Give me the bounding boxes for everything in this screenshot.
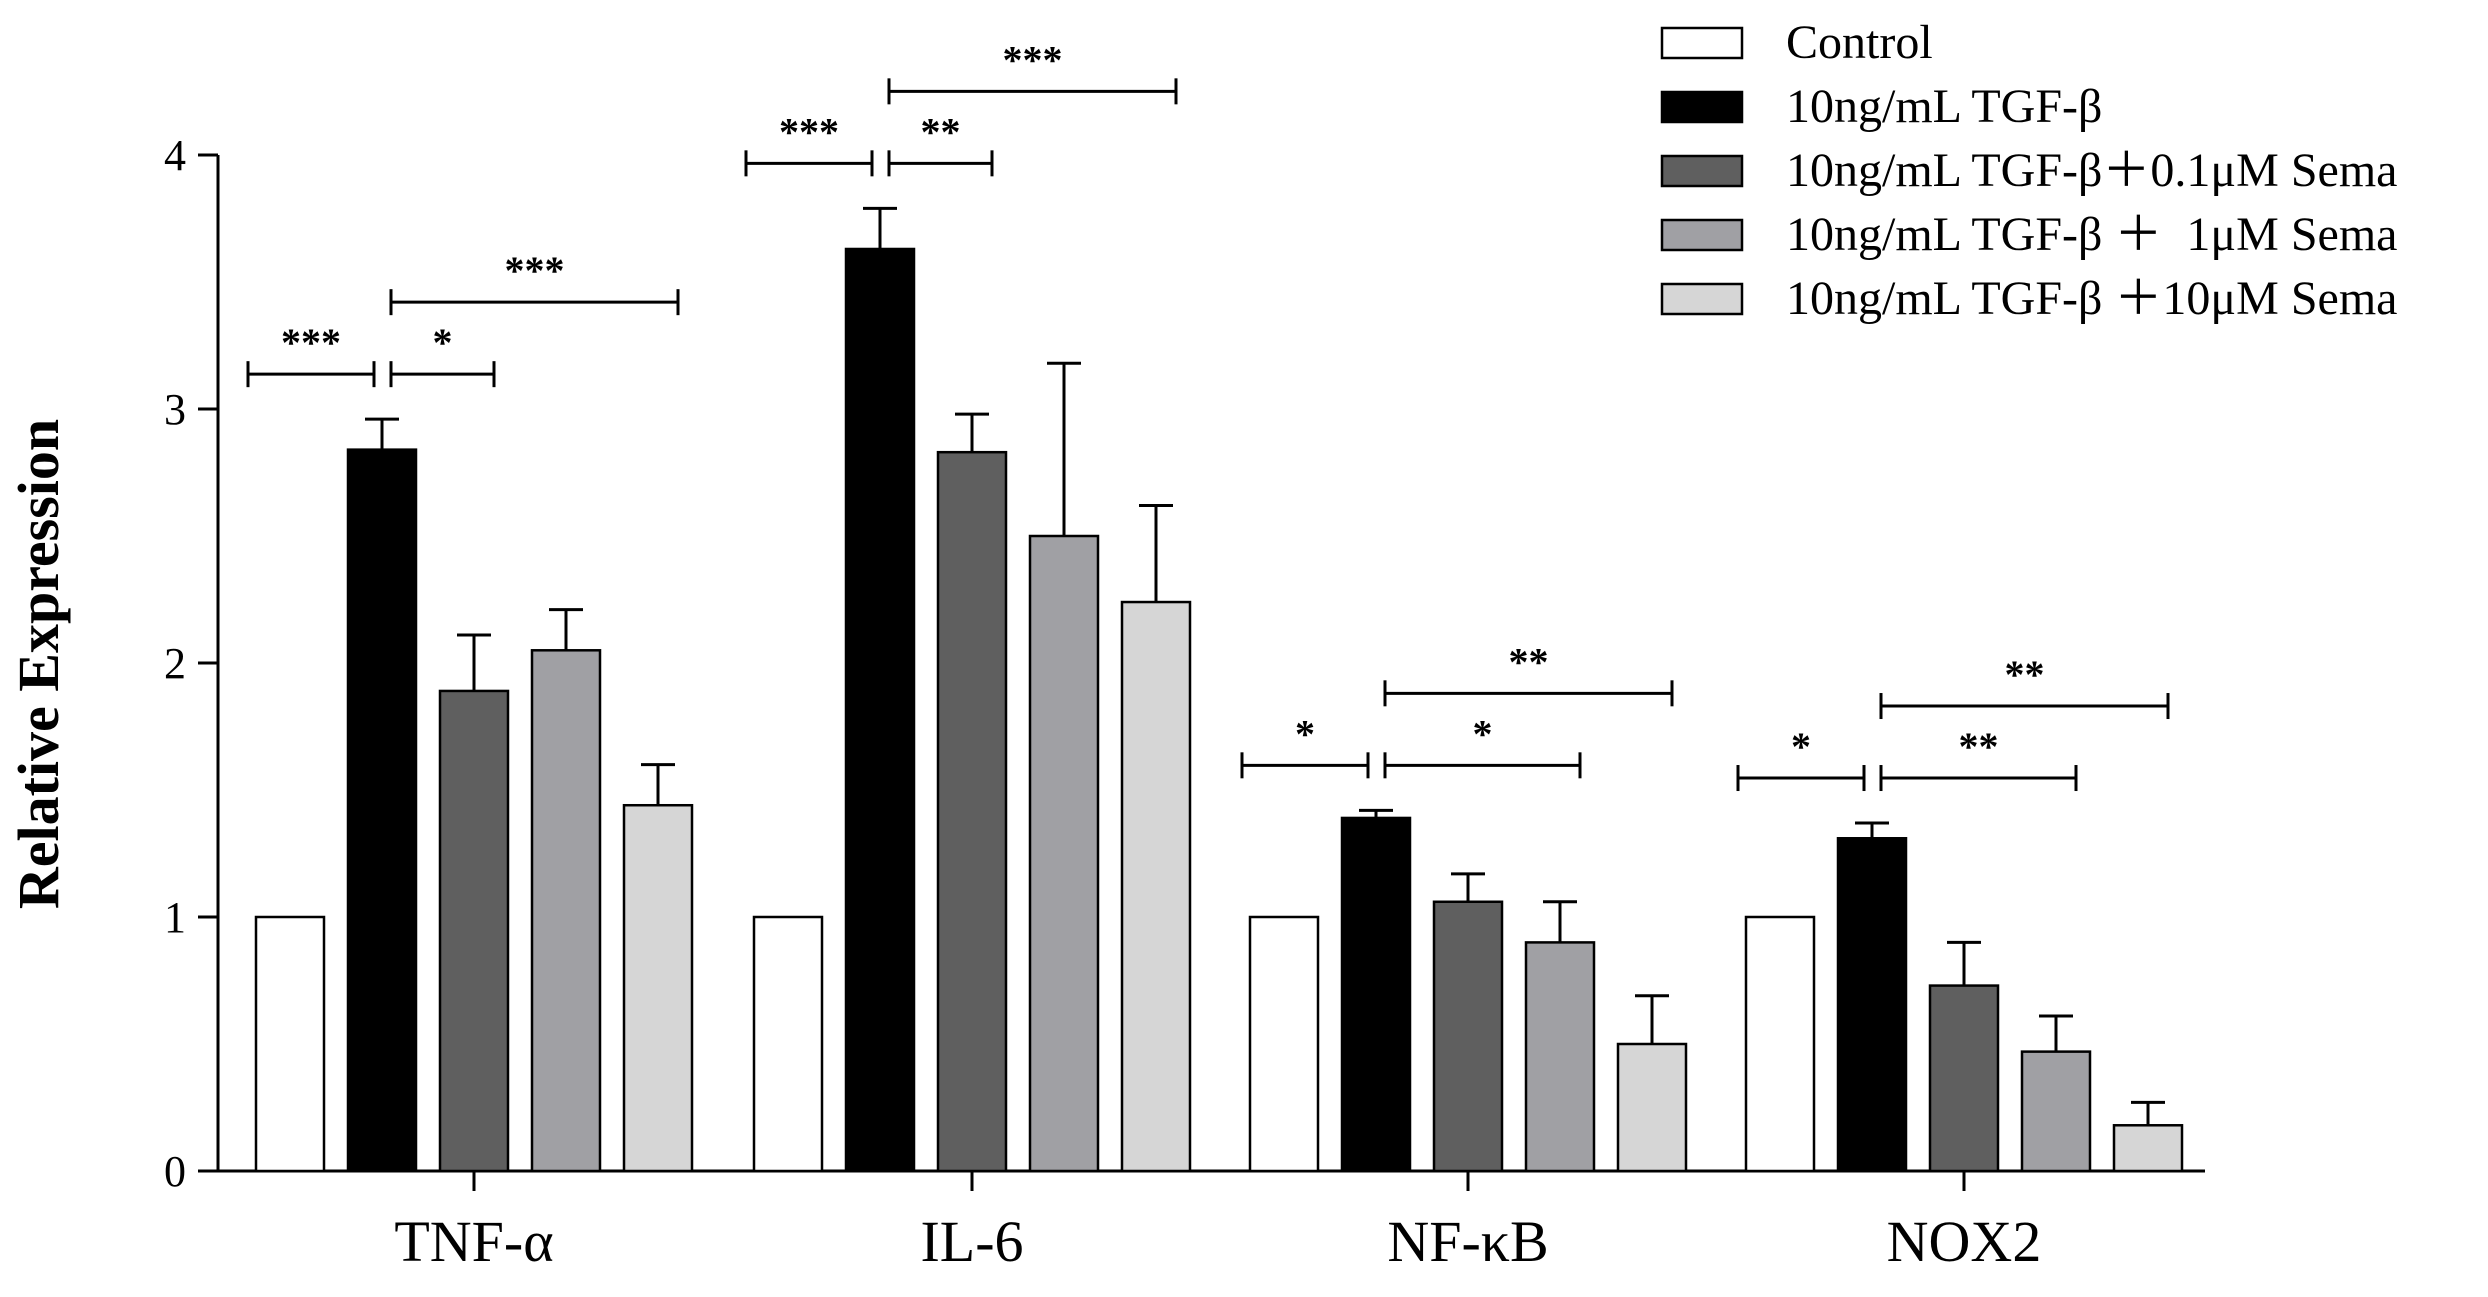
bar: [1248, 915, 1320, 1173]
legend-swatch: [1660, 154, 1744, 188]
y-tick-label: 3: [164, 385, 186, 434]
error-bars: [365, 206, 2165, 1126]
legend-swatch: [1660, 282, 1744, 316]
legend-label: 10ng/mL TGF-β ＋ 1μM Sema: [1786, 208, 2398, 261]
bar: [1928, 984, 2000, 1173]
x-category-label: NOX2: [1887, 1209, 2042, 1274]
significance-label: *: [1473, 711, 1493, 756]
significance-label: **: [1509, 639, 1549, 684]
legend-label: 10ng/mL TGF-β: [1786, 80, 2102, 133]
y-tick-label: 4: [164, 131, 186, 180]
bar: [2020, 1050, 2092, 1173]
significance-label: ***: [1003, 37, 1063, 82]
significance-label: ***: [505, 248, 565, 293]
bar: [438, 689, 510, 1173]
bar: [622, 803, 694, 1173]
y-tick-label: 0: [164, 1147, 186, 1196]
y-tick-label: 1: [164, 893, 186, 942]
legend-swatch: [1660, 90, 1744, 124]
bar: [1836, 837, 1908, 1173]
significance-label: ***: [779, 109, 839, 154]
bars: [254, 247, 2184, 1173]
bar: [254, 915, 326, 1173]
bar: [1744, 915, 1816, 1173]
significance-label: *: [1295, 711, 1315, 756]
bar: [530, 649, 602, 1173]
significance-label: ***: [281, 320, 341, 365]
legend-label: Control: [1786, 16, 1933, 69]
bar: [844, 247, 916, 1173]
bar: [1120, 600, 1192, 1173]
bar: [752, 915, 824, 1173]
y-tick-label: 2: [164, 639, 186, 688]
legend-label: 10ng/mL TGF-β＋0.1μM Sema: [1786, 144, 2398, 197]
y-axis-label: Relative Expression: [6, 419, 71, 909]
legend-label: 10ng/mL TGF-β ＋10μM Sema: [1786, 272, 2398, 325]
significance-label: *: [433, 320, 453, 365]
significance-label: **: [2005, 652, 2045, 697]
legend: Control 10ng/mL TGF-β 10ng/mL TGF-β＋0.1μM …: [1660, 16, 2398, 325]
bar: [1432, 900, 1504, 1173]
bar: [2112, 1124, 2184, 1173]
x-category-label: NF-κB: [1387, 1209, 1548, 1274]
bar: [346, 448, 418, 1173]
bar: [1616, 1042, 1688, 1173]
significance-brackets: *** ******* ****** **** ****: [246, 37, 2170, 792]
bar: [1524, 941, 1596, 1173]
x-category-label: TNF-α: [394, 1209, 553, 1274]
significance-label: **: [1959, 724, 1999, 769]
x-category-label: IL-6: [920, 1209, 1023, 1274]
legend-swatch: [1660, 26, 1744, 60]
significance-label: *: [1791, 724, 1811, 769]
bar: [936, 450, 1008, 1173]
bar: [1340, 816, 1412, 1173]
bar: [1028, 534, 1100, 1173]
significance-label: **: [921, 109, 961, 154]
legend-swatch: [1660, 218, 1744, 252]
axes: 0 1 2 3 4 TNF-α IL-6 NF-κB NOX2: [164, 131, 2205, 1274]
